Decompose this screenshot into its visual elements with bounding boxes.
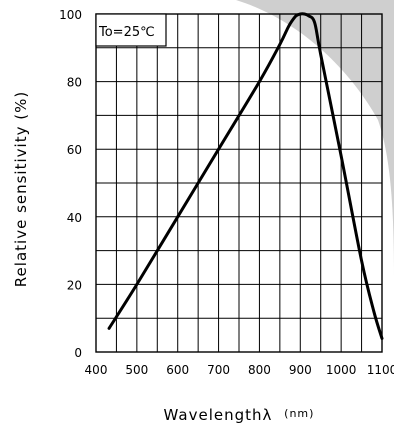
y-tick-label: 80 (67, 76, 82, 90)
y-tick-label: 20 (67, 278, 82, 292)
temperature-annotation: To=25℃ (98, 25, 155, 40)
plot-frame (95, 13, 383, 353)
background-white-region (76, 0, 394, 432)
sensitivity-curve (107, 12, 384, 340)
x-tick-label: 1100 (367, 363, 394, 377)
y-tick-labels: 0 20 40 60 80 100 (59, 8, 82, 360)
y-tick-label: 60 (67, 143, 82, 157)
x-tick-label: 800 (248, 363, 271, 377)
x-tick-label: 600 (166, 363, 189, 377)
y-tick-label: 100 (59, 8, 82, 22)
x-tick-labels: 400 500 600 700 800 900 1000 1100 (85, 363, 394, 377)
y-axis-title: Relative sensitivity (%) (12, 91, 30, 287)
annotation-box (95, 13, 167, 47)
x-tick-label: 1000 (326, 363, 357, 377)
y-tick-label: 40 (67, 211, 82, 225)
x-tick-label: 500 (125, 363, 148, 377)
y-tick-label: 0 (74, 346, 82, 360)
x-axis-unit: (nm) (284, 407, 314, 420)
x-tick-label: 900 (289, 363, 312, 377)
x-axis-title-text: Wavelengthλ (164, 406, 273, 424)
x-axis-title: Wavelengthλ (nm) (164, 406, 315, 424)
x-tick-label: 400 (85, 363, 108, 377)
x-tick-label: 700 (207, 363, 230, 377)
